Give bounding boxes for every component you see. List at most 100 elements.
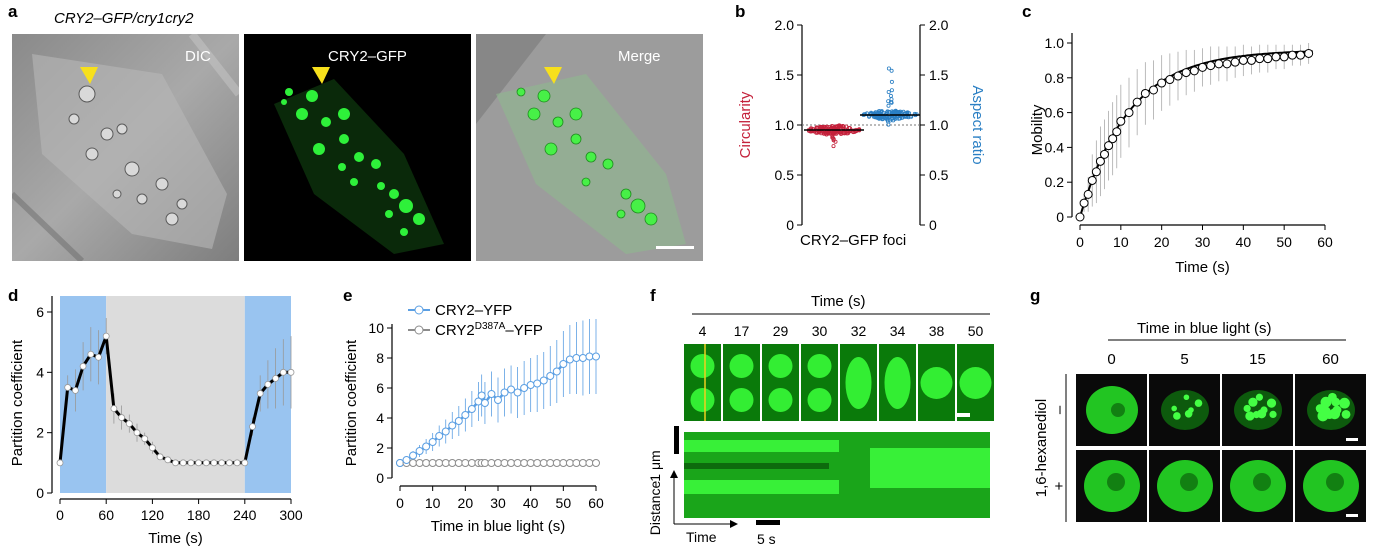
- distance-scale-bar: [674, 426, 679, 454]
- right-tick-label: 2.0: [929, 17, 949, 33]
- condensate: [1269, 410, 1277, 418]
- data-point: [279, 368, 287, 376]
- droplet: [845, 357, 872, 409]
- treatment-label: 1,6-hexanediol: [1033, 399, 1050, 497]
- x-tick-label: 60: [588, 495, 604, 511]
- data-point: [539, 459, 548, 467]
- data-point: [1198, 62, 1207, 72]
- data-point: [520, 459, 529, 467]
- data-point: [95, 353, 102, 361]
- data-point: [233, 459, 241, 467]
- panel-c-chart: 0 0.2 0.4 0.6 0.8 1.0 0 10 20 30 40 50 60 Mobility Tim…: [1029, 33, 1333, 276]
- nucleus: [1326, 473, 1344, 491]
- nucleus: [1111, 403, 1125, 417]
- y-tick-label: 0.4: [1045, 139, 1065, 155]
- left-tick-label: 0: [786, 217, 794, 233]
- data-point: [1091, 167, 1101, 177]
- data-point: [886, 103, 891, 108]
- arrowhead-icon: [670, 470, 678, 478]
- data-point: [435, 432, 444, 440]
- data-point: [415, 447, 424, 455]
- data-point: [428, 459, 437, 467]
- y-tick-label: 1.0: [1045, 35, 1065, 51]
- y-tick-label: 4: [36, 364, 44, 380]
- data-point: [877, 109, 882, 114]
- data-point: [272, 374, 280, 382]
- data-point: [896, 116, 901, 121]
- data-point: [195, 459, 203, 467]
- data-point: [889, 100, 894, 105]
- y-tick-label: 0.2: [1045, 174, 1065, 190]
- data-point: [1271, 52, 1281, 62]
- data-point: [1238, 55, 1248, 65]
- time-label: 50: [968, 323, 984, 339]
- x-tick-label: 10: [1113, 234, 1129, 250]
- data-point: [559, 360, 568, 368]
- scale-bar: [956, 413, 970, 417]
- data-point: [1104, 141, 1114, 151]
- x-axis-label: Time in blue light (s): [431, 518, 566, 535]
- distance-scale-label: 1 μm: [647, 450, 663, 481]
- left-tick-label: 0.5: [775, 167, 795, 183]
- data-point: [428, 438, 437, 446]
- panel-a-genotype: CRY2–GFP/cry1cry2: [54, 10, 194, 27]
- data-point: [218, 459, 226, 467]
- data-point: [572, 459, 581, 467]
- x-tick-label: 50: [556, 495, 572, 511]
- data-point: [889, 79, 894, 84]
- data-point: [526, 459, 535, 467]
- right-tick-label: 0.5: [929, 167, 949, 183]
- time-label: 29: [773, 323, 789, 339]
- data-point: [500, 459, 509, 467]
- condensate: [1183, 394, 1190, 401]
- data-point: [526, 381, 535, 389]
- condensate: [1266, 398, 1277, 408]
- panel-f-letter: f: [650, 286, 656, 305]
- condensate: [1243, 404, 1251, 413]
- data-point: [441, 427, 450, 436]
- data-point: [164, 456, 172, 464]
- data-point: [880, 116, 885, 121]
- time-label: 32: [851, 323, 867, 339]
- condensate: [1331, 397, 1341, 407]
- data-point: [885, 110, 890, 115]
- data-point: [888, 100, 893, 105]
- data-point: [1108, 134, 1118, 144]
- kymo-band: [684, 463, 829, 469]
- data-point: [572, 354, 581, 362]
- data-point: [396, 459, 404, 467]
- arrowhead-icon: [730, 520, 738, 528]
- data-point: [187, 459, 195, 467]
- data-point: [480, 459, 489, 467]
- data-point: [409, 459, 418, 467]
- data-point: [461, 411, 470, 419]
- data-point: [87, 350, 95, 358]
- kymo-band: [684, 440, 839, 452]
- data-point: [513, 388, 522, 397]
- scale-bar: [1346, 438, 1358, 441]
- data-point: [833, 139, 838, 144]
- row-label: +: [1051, 481, 1068, 490]
- data-point: [72, 387, 79, 394]
- data-point: [1279, 52, 1289, 62]
- data-point: [409, 451, 418, 460]
- panel-e-chart: 0 2 4 6 8 10 0 10 20 30 40 50 60 Partition coefficien…: [343, 302, 604, 535]
- droplet: [884, 357, 911, 409]
- data-point: [1095, 156, 1105, 166]
- x-tick-label: 30: [490, 495, 506, 511]
- data-point: [487, 459, 496, 467]
- data-point: [839, 124, 844, 129]
- data-point: [118, 414, 125, 421]
- y-tick-label: 2: [36, 425, 44, 441]
- y-tick-label: 2: [376, 440, 384, 456]
- condensate: [1194, 399, 1203, 407]
- row-label: –: [1051, 405, 1068, 414]
- data-point: [1165, 75, 1175, 85]
- data-point: [520, 384, 529, 392]
- data-point: [1222, 59, 1232, 69]
- data-point: [241, 459, 249, 467]
- data-point: [249, 423, 256, 431]
- x-tick-label: 60: [1317, 234, 1333, 250]
- data-point: [1206, 61, 1216, 71]
